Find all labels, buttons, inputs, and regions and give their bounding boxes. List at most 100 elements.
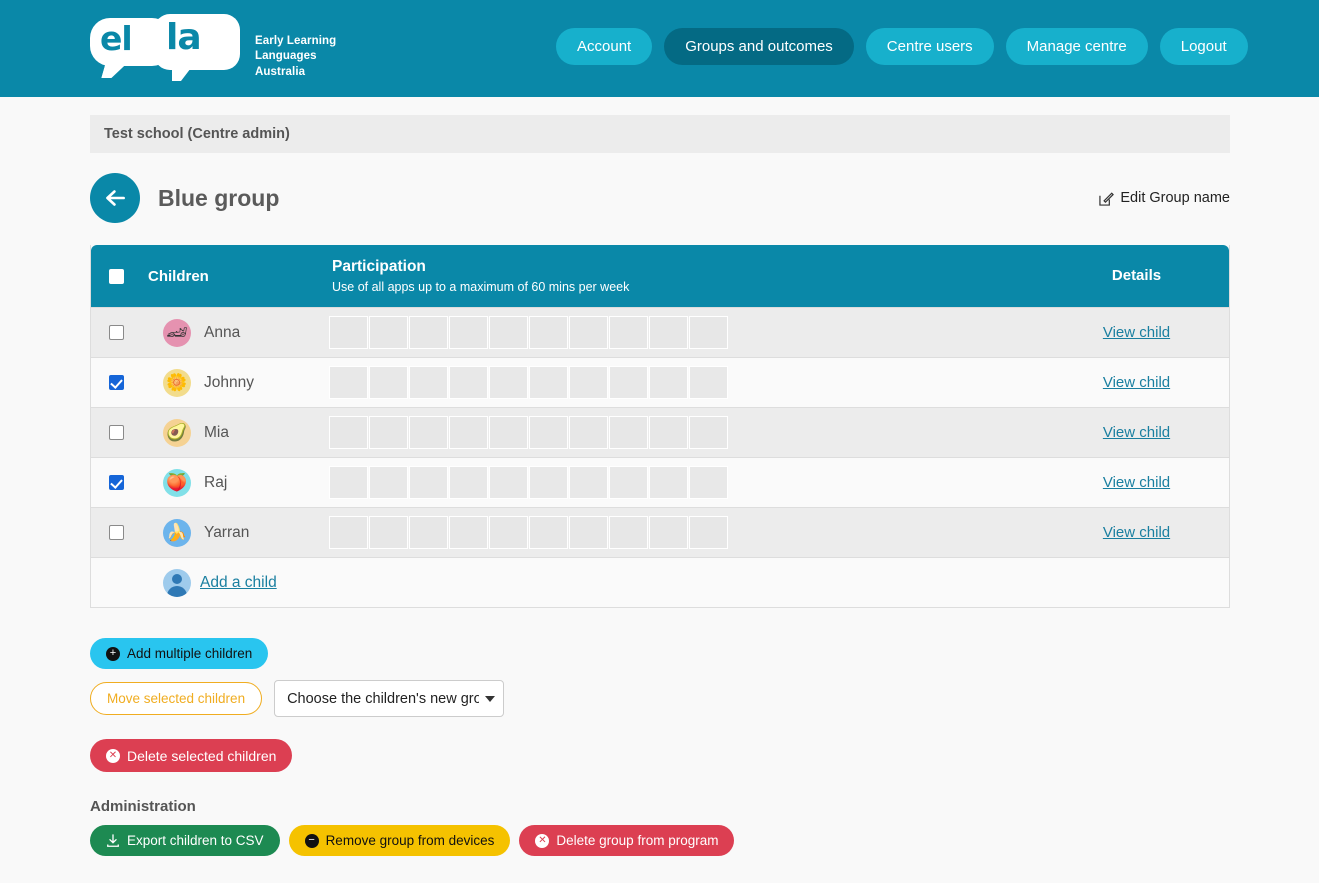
add-multiple-children-button[interactable]: + Add multiple children [90, 638, 269, 669]
column-header-participation-subtitle: Use of all apps up to a maximum of 60 mi… [332, 280, 630, 295]
flower-avatar-icon: 🌼 [163, 368, 191, 397]
view-child-link[interactable]: View child [1102, 523, 1171, 541]
child-name: Anna [204, 323, 241, 341]
row-checkbox-mia[interactable] [108, 425, 124, 440]
participation-slot [369, 316, 408, 349]
participation-slot [609, 466, 648, 499]
nav-item-manage-centre[interactable]: Manage centre [1005, 28, 1148, 65]
move-selected-children-button[interactable]: Move selected children [90, 682, 263, 715]
table-header-row: Children Participation Use of all apps u… [91, 245, 1229, 307]
chevron-down-icon [485, 695, 496, 702]
participation-slot [649, 366, 688, 399]
participation-slot [449, 416, 488, 449]
nav-item-groups-and-outcomes[interactable]: Groups and outcomes [664, 28, 854, 65]
column-header-participation: Participation [332, 257, 426, 275]
participation-slot [689, 316, 728, 349]
add-child-row[interactable]: Add a child [91, 557, 1229, 607]
row-checkbox-raj[interactable] [108, 475, 124, 490]
participation-slot [329, 416, 368, 449]
children-table: Children Participation Use of all apps u… [90, 245, 1230, 608]
table-row[interactable]: 🌼 Johnny View child [91, 357, 1229, 407]
edit-group-name-link[interactable]: Edit Group name [1099, 190, 1230, 206]
participation-slot [449, 466, 488, 499]
add-a-child-link[interactable]: Add a child [200, 573, 277, 591]
row-checkbox-johnny[interactable] [108, 375, 124, 390]
table-row[interactable]: 🍌 Yarran View child [91, 507, 1229, 557]
logo-bubble-2-text: la [166, 17, 202, 58]
child-name: Yarran [204, 523, 250, 541]
row-checkbox-anna[interactable] [108, 325, 124, 340]
participation-slot [489, 366, 528, 399]
participation-slot [409, 416, 448, 449]
remove-group-from-devices-label: Remove group from devices [325, 833, 495, 848]
delete-selected-children-label: Delete selected children [127, 747, 277, 764]
participation-slot [569, 516, 608, 549]
logo-tagline: Early Learning Languages Australia [255, 34, 336, 80]
participation-slot [649, 316, 688, 349]
download-icon [107, 833, 119, 847]
table-row[interactable]: 🍑 Raj View child [91, 457, 1229, 507]
participation-slot [689, 516, 728, 549]
nav-item-logout[interactable]: Logout [1159, 28, 1248, 65]
row-checkbox-yarran[interactable] [108, 525, 124, 540]
child-name: Johnny [204, 373, 254, 391]
participation-slot [489, 516, 528, 549]
tagline-line-2: Languages [255, 50, 317, 63]
back-button[interactable] [90, 173, 140, 223]
participation-slot [329, 316, 368, 349]
participation-slot [529, 316, 568, 349]
new-group-select[interactable]: Choose the children's new group [274, 680, 505, 717]
nav-item-centre-users[interactable]: Centre users [865, 28, 994, 65]
plus-circle-icon: + [106, 646, 120, 661]
participation-slot [529, 516, 568, 549]
car-avatar-icon: 🏎 [163, 318, 191, 347]
table-row[interactable]: 🏎 Anna View child [91, 307, 1229, 357]
participation-slot [569, 316, 608, 349]
delete-selected-children-button[interactable]: ✕ Delete selected children [90, 739, 293, 772]
participation-slot [649, 466, 688, 499]
view-child-link[interactable]: View child [1102, 423, 1171, 441]
remove-group-from-devices-button[interactable]: − Remove group from devices [288, 825, 511, 856]
participation-slot [369, 366, 408, 399]
delete-group-from-program-button[interactable]: ✕ Delete group from program [519, 825, 735, 856]
table-row[interactable]: 🥑 Mia View child [91, 407, 1229, 457]
select-all-checkbox[interactable] [108, 268, 124, 284]
participation-slot [329, 466, 368, 499]
participation-slot [329, 516, 368, 549]
view-child-link[interactable]: View child [1102, 473, 1171, 491]
ella-logo[interactable]: el la Early Learning Languages Australia [90, 14, 336, 81]
breadcrumb: Test school (Centre admin) [90, 115, 1230, 153]
main-nav: Account Groups and outcomes Centre users… [556, 28, 1248, 65]
view-child-link[interactable]: View child [1102, 373, 1171, 391]
page-title-row: Blue group Edit Group name [90, 172, 1230, 224]
tagline-line-1: Early Learning [255, 35, 337, 47]
nav-item-account[interactable]: Account [556, 28, 653, 65]
column-header-details: Details [1111, 267, 1162, 284]
participation-slot [609, 366, 648, 399]
bulk-actions: + Add multiple children Move selected ch… [90, 638, 1229, 772]
participation-slot [369, 416, 408, 449]
participation-slots [326, 466, 1044, 499]
child-name: Raj [204, 473, 228, 491]
participation-slots [326, 366, 1044, 399]
participation-slots [326, 316, 1044, 349]
arrow-left-icon [106, 190, 125, 206]
participation-slot [409, 316, 448, 349]
administration-actions: Export children to CSV − Remove group fr… [90, 825, 1229, 856]
select-all-cell [91, 268, 141, 284]
export-children-csv-button[interactable]: Export children to CSV [90, 825, 280, 856]
times-circle-icon: ✕ [535, 833, 550, 848]
participation-slot [329, 366, 368, 399]
add-multiple-children-label: Add multiple children [127, 646, 253, 661]
participation-slot [569, 466, 608, 499]
export-children-csv-label: Export children to CSV [127, 833, 264, 848]
participation-slot [489, 316, 528, 349]
administration-heading: Administration [90, 798, 196, 815]
participation-slot [609, 416, 648, 449]
view-child-link[interactable]: View child [1102, 323, 1171, 341]
participation-slot [529, 466, 568, 499]
participation-slot [529, 416, 568, 449]
banana-avatar-icon: 🍌 [163, 518, 191, 547]
participation-slot [609, 316, 648, 349]
participation-slot [369, 516, 408, 549]
